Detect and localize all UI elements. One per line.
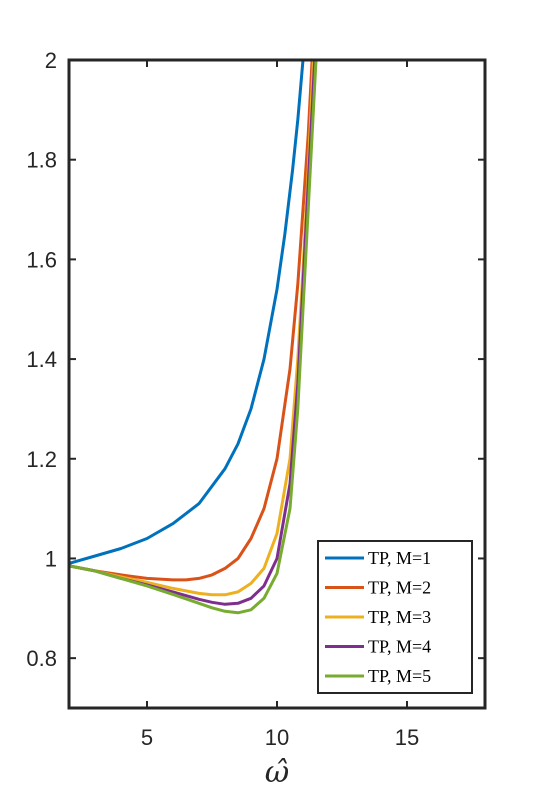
- y-tick-label: 1.2: [26, 447, 57, 472]
- y-tick-label: 0.8: [26, 646, 57, 671]
- y-tick-label: 1.8: [26, 148, 57, 173]
- ticks-layer: 5 10 15 0.8 1 1.2 1.4 1.6 1.8 2: [26, 48, 485, 750]
- series-line-m1: [69, 60, 305, 565]
- legend-label: TP, M=1: [368, 548, 431, 568]
- x-tick-label: 15: [395, 725, 419, 750]
- series-line-m2: [69, 60, 314, 582]
- x-tick-label: 5: [141, 725, 153, 750]
- legend-label: TP, M=3: [368, 607, 431, 627]
- y-tick-label: 1.4: [26, 347, 57, 372]
- x-tick-label: 10: [265, 725, 289, 750]
- series-line-m5: [69, 60, 318, 615]
- legend-label: TP, M=2: [368, 578, 431, 598]
- y-tick-label: 1.6: [26, 247, 57, 272]
- series-layer: [69, 60, 318, 615]
- plot-area: 5 10 15 0.8 1 1.2 1.4 1.6 1.8 2: [26, 48, 487, 750]
- y-tick-label: 2: [45, 48, 57, 73]
- legend-label: TP, M=5: [368, 666, 431, 686]
- x-axis-label: ω̂: [265, 755, 289, 790]
- legend: TP, M=1 TP, M=2 TP, M=3 TP, M=4 TP, M=5: [317, 540, 473, 694]
- legend-label: TP, M=4: [368, 637, 431, 657]
- y-tick-label: 1: [45, 546, 57, 571]
